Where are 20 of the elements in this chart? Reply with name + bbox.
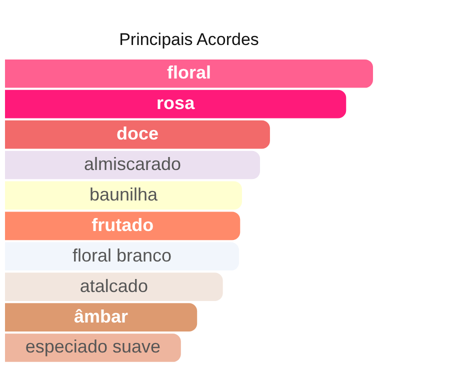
y-tick-label: floral branco xyxy=(72,245,172,266)
bar xyxy=(5,59,373,88)
bar xyxy=(5,272,223,302)
bar xyxy=(5,120,270,149)
bar xyxy=(5,150,260,180)
y-tick-label: frutado xyxy=(92,214,154,235)
bar xyxy=(5,242,240,271)
bar xyxy=(5,90,346,118)
y-tick-label: rosa xyxy=(156,93,196,114)
y-tick-label: âmbar xyxy=(74,306,128,326)
bar xyxy=(5,303,198,332)
y-tick-label: baunilha xyxy=(89,184,159,204)
y-tick-label: especiado suave xyxy=(25,336,161,357)
y-tick-label: floral xyxy=(166,62,212,83)
chart-title: Principais Acordes xyxy=(119,30,259,49)
y-tick-label: atalcado xyxy=(80,276,148,296)
y-tick-label: doce xyxy=(116,124,158,144)
y-tick-label: almiscarado xyxy=(84,154,182,174)
bar xyxy=(5,181,242,210)
bar xyxy=(5,212,240,240)
